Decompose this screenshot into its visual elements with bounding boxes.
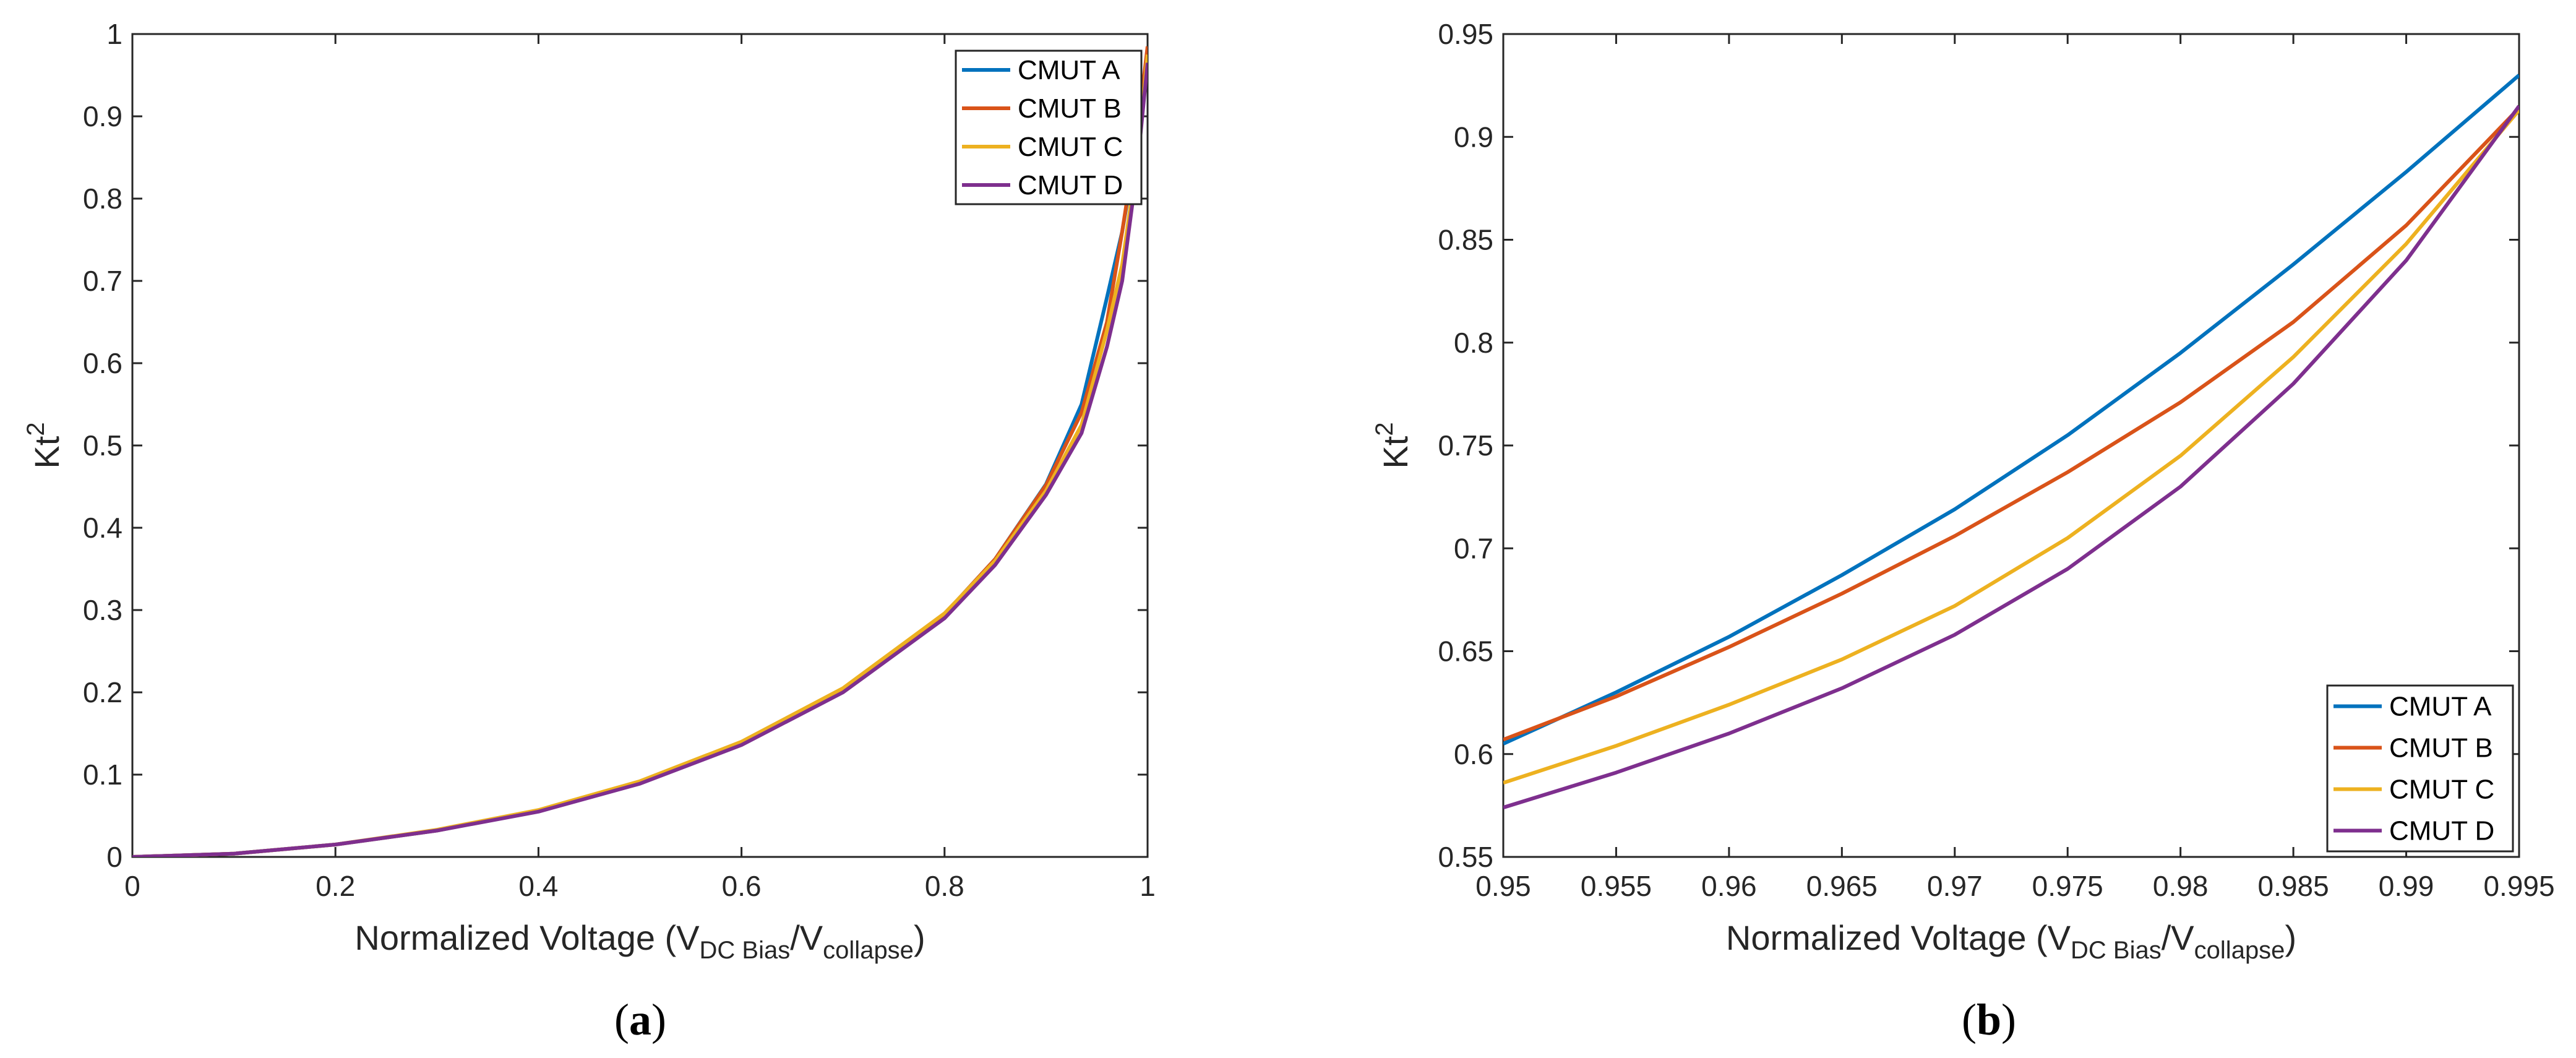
chart-panel-a: 0 0.2 0.4 0.6 0.8 1 0 0.1 0.2 0.3 0.4 0.5 0.6 0.7 0.8 0… [22,18,1156,1044]
y-tick-label: 0.2 [83,676,122,708]
series-line-cmut-d [1503,105,2519,810]
x-tick-label: 1 [1140,870,1156,902]
x-tick-label: 0.98 [2153,870,2209,902]
series-line-cmut-d [132,62,1148,857]
x-tick-label: 0.97 [1927,870,1983,902]
y-tick-label: 0.1 [83,759,122,791]
panel-caption: (b) [1962,995,2016,1044]
y-axis-label: Kt2 [22,422,66,468]
legend-label: CMUT B [2389,733,2493,763]
y-tick-label: 0.8 [83,183,122,215]
legend-label: CMUT D [1018,170,1123,200]
y-tick-label: 0.9 [1454,121,1493,153]
legend-item: CMUT B [2333,733,2493,763]
legend-label: CMUT C [2389,775,2494,805]
y-tick-label: 1 [106,18,122,50]
y-tick-label: 0.75 [1438,429,1493,462]
y-axis-label: Kt2 [1371,422,1415,468]
y-tick-label: 0.6 [83,347,122,379]
legend-item: CMUT C [2333,775,2494,805]
legend-label: CMUT D [2389,816,2494,846]
legend-item: CMUT D [962,170,1123,200]
legend: CMUT A CMUT B CMUT C CMUT D [2326,684,2514,853]
x-tick-label: 0.99 [2379,870,2434,902]
legend-item: CMUT A [962,55,1120,85]
panel-caption: (a) [614,995,666,1044]
legend-item: CMUT D [2333,816,2494,846]
x-tick-label: 0.95 [1475,870,1531,902]
y-tick-label: 0.6 [1454,738,1493,770]
y-tick-label: 0.8 [1454,327,1493,359]
series-line-cmut-c [1503,109,2519,785]
y-tick-label: 0.9 [83,100,122,132]
y-tick-label: 0 [106,841,122,873]
legend-item: CMUT A [2333,692,2492,722]
series-line-cmut-b [1503,106,2519,742]
x-tick-label: 0.96 [1701,870,1757,902]
y-tick-label: 0.65 [1438,635,1493,668]
x-tick-label: 0.955 [1581,870,1652,902]
x-axis-label: Normalized Voltage (VDC Bias/Vcollapse) [354,918,925,964]
legend-label: CMUT B [1018,93,1122,124]
x-tick-label: 0.985 [2258,870,2329,902]
y-tick-label: 0.4 [83,512,122,544]
x-axis-label: Normalized Voltage (VDC Bias/Vcollapse) [1726,918,2296,964]
y-tick-label: 0.7 [1454,532,1493,564]
x-tick-label: 0.4 [518,870,558,902]
x-tick-label: 0 [124,870,140,902]
legend-box [955,49,1143,205]
series-line-cmut-a [1503,74,2519,746]
legend-label: CMUT A [2389,692,2492,722]
x-tick-label: 0.8 [925,870,964,902]
x-tick-label: 0.995 [2483,870,2554,902]
legend-label: CMUT C [1018,132,1123,162]
legend-box [2326,684,2514,853]
chart-panel-b: 0.95 0.955 0.96 0.965 0.97 0.975 0.98 0.985 0.99… [1371,18,2555,1044]
x-tick-label: 0.975 [2032,870,2103,902]
legend-item: CMUT C [962,132,1123,162]
legend: CMUT A CMUT B CMUT C CMUT D [955,49,1143,205]
y-tick-label: 0.95 [1438,18,1493,50]
legend-label: CMUT A [1018,55,1120,85]
y-tick-label: 0.3 [83,594,122,626]
y-tick-label: 0.55 [1438,841,1493,873]
y-tick-label: 0.5 [83,429,122,462]
legend-item: CMUT B [962,93,1122,124]
x-tick-label: 0.965 [1806,870,1878,902]
y-tick-label: 0.7 [83,265,122,297]
x-tick-label: 0.2 [316,870,355,902]
y-tick-label: 0.85 [1438,224,1493,256]
x-tick-label: 0.6 [722,870,762,902]
